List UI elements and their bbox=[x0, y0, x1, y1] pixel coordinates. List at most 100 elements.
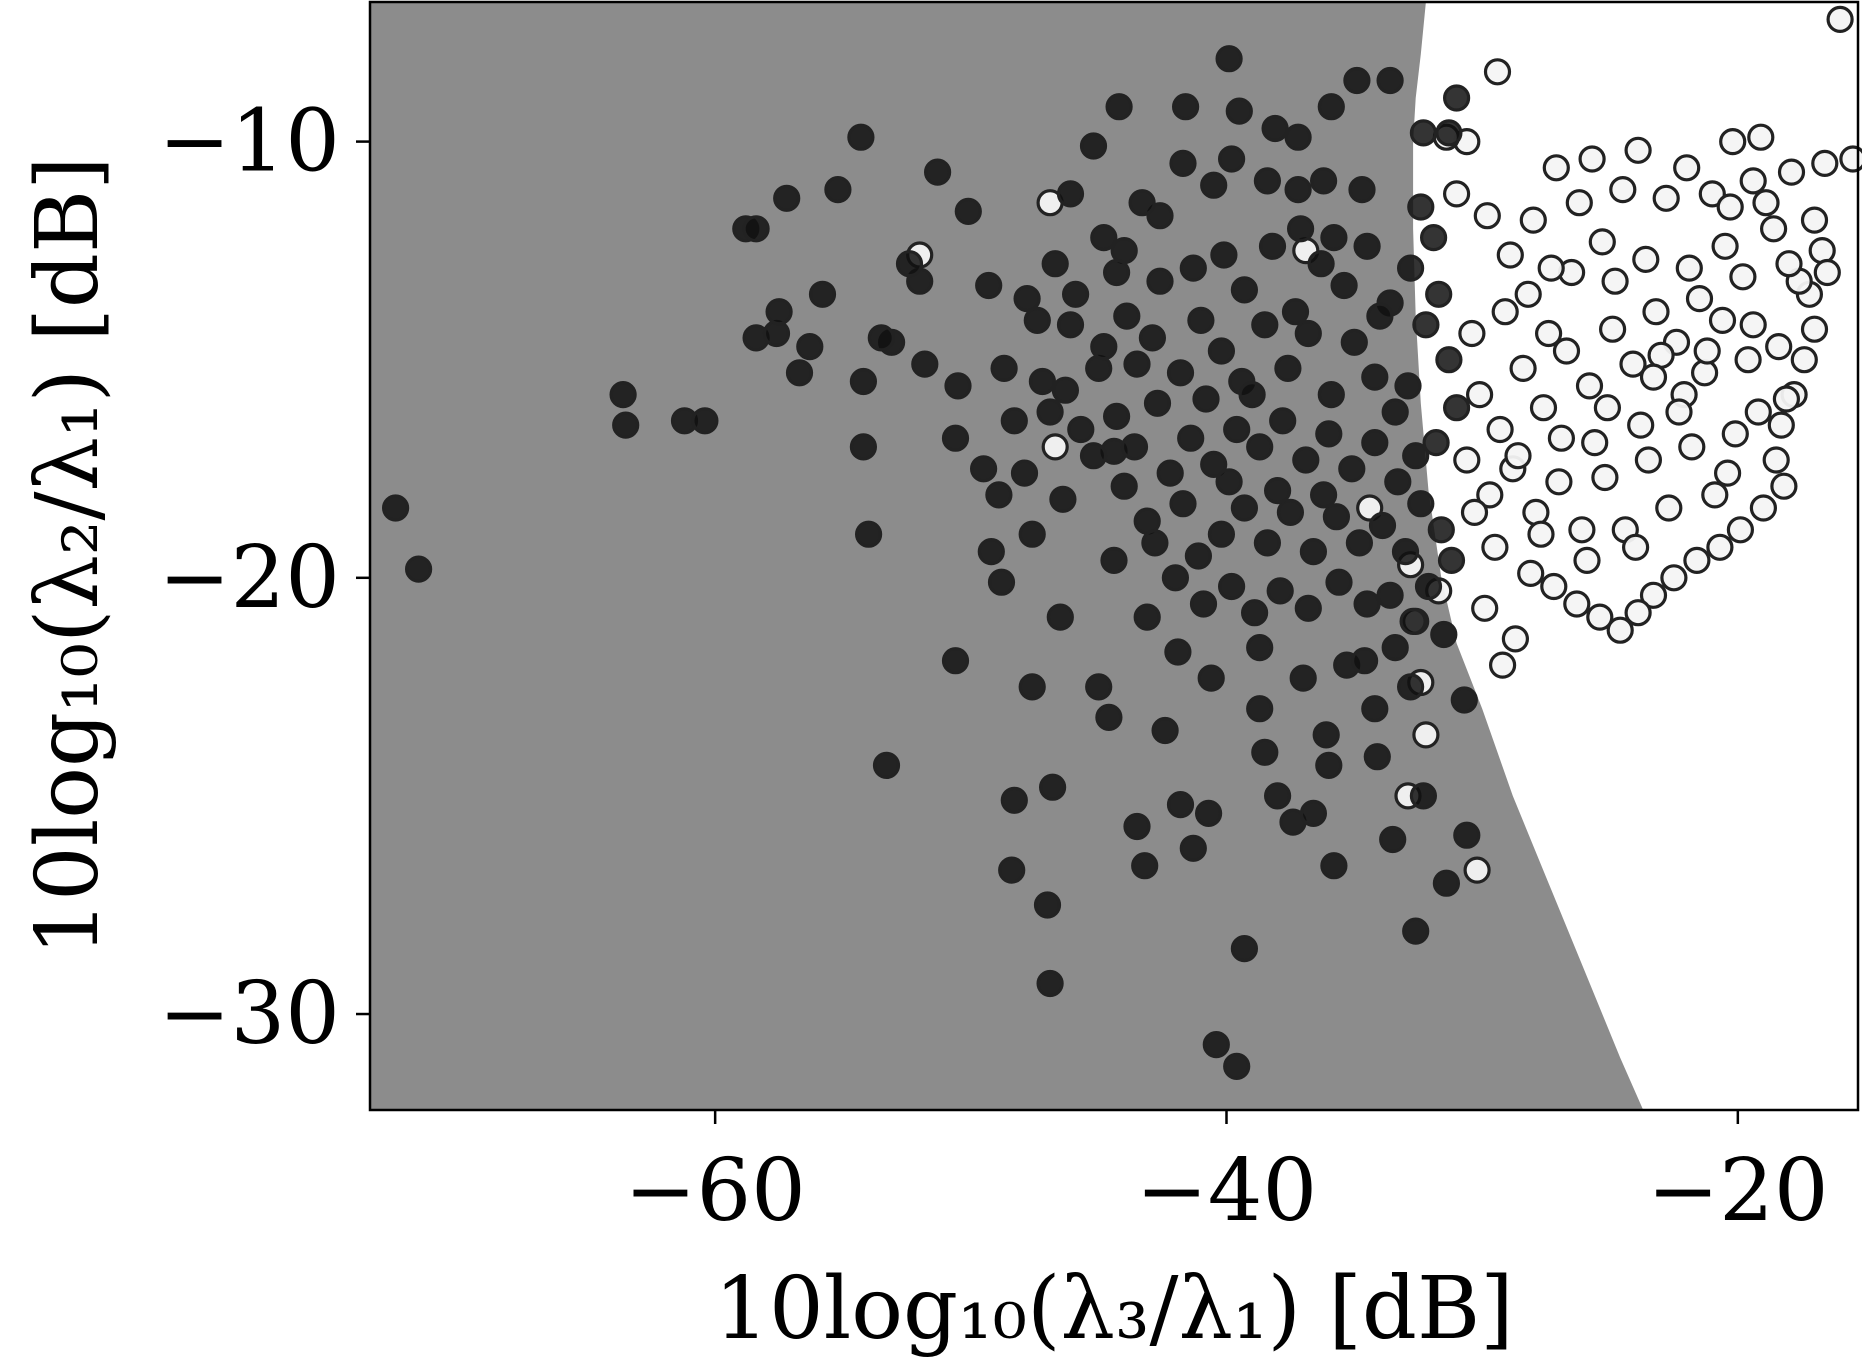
filled-point bbox=[1402, 442, 1430, 470]
filled-point bbox=[1246, 433, 1274, 461]
hollow-point bbox=[1759, 215, 1788, 243]
filled-point bbox=[1361, 695, 1389, 723]
filled-point bbox=[1379, 825, 1407, 854]
hollow-point bbox=[1690, 359, 1719, 387]
filled-point bbox=[765, 298, 793, 326]
filled-point bbox=[1353, 232, 1381, 260]
hollow-point bbox=[1519, 206, 1547, 234]
filled-point bbox=[1177, 424, 1205, 452]
filled-point bbox=[1120, 433, 1149, 461]
filled-point bbox=[1317, 381, 1345, 409]
filled-point bbox=[1253, 529, 1282, 557]
hollow-point bbox=[1568, 516, 1596, 544]
filled-point bbox=[691, 407, 719, 435]
hollow-point bbox=[1552, 337, 1581, 365]
hollow-point bbox=[1460, 498, 1489, 527]
filled-point bbox=[1200, 171, 1228, 199]
filled-point bbox=[742, 215, 770, 243]
filled-point bbox=[1169, 490, 1197, 518]
filled-point bbox=[1325, 568, 1353, 596]
filled-point bbox=[941, 647, 970, 675]
hollow-point bbox=[1534, 319, 1563, 348]
hollow-point bbox=[1463, 856, 1491, 884]
filled-point bbox=[1442, 84, 1471, 112]
hollow-point bbox=[1501, 625, 1530, 653]
hollow-point bbox=[1739, 167, 1767, 195]
x-axis-label: 10log₁₀(λ₃/λ₁) [dB] bbox=[714, 1259, 1513, 1359]
hollow-point bbox=[1514, 280, 1542, 308]
hollow-point bbox=[1575, 372, 1604, 400]
filled-point bbox=[867, 324, 895, 352]
hollow-point bbox=[1839, 145, 1862, 173]
filled-point bbox=[1322, 503, 1351, 531]
filled-point bbox=[1202, 1030, 1230, 1059]
filled-point bbox=[1320, 224, 1348, 252]
filled-point bbox=[1396, 254, 1425, 282]
filled-point bbox=[1317, 93, 1345, 121]
filled-point bbox=[773, 184, 801, 212]
hollow-point bbox=[1465, 381, 1494, 409]
hollow-point bbox=[1581, 429, 1609, 457]
filled-point bbox=[1000, 786, 1028, 814]
filled-point bbox=[1217, 572, 1246, 601]
hollow-point bbox=[1752, 189, 1780, 217]
hollow-point bbox=[1540, 572, 1568, 601]
filled-point bbox=[1179, 834, 1207, 862]
filled-point bbox=[1281, 298, 1310, 326]
hollow-point bbox=[1598, 315, 1627, 343]
filled-point bbox=[1197, 664, 1225, 692]
filled-point bbox=[1090, 333, 1118, 361]
filled-point bbox=[1422, 429, 1450, 457]
hollow-point bbox=[1652, 184, 1680, 212]
hollow-point bbox=[1591, 463, 1619, 492]
filled-point-series bbox=[382, 45, 1481, 1081]
filled-point bbox=[1269, 407, 1297, 435]
filled-point bbox=[1376, 66, 1404, 95]
filled-point bbox=[1171, 93, 1200, 121]
filled-point bbox=[1315, 751, 1343, 780]
filled-point bbox=[1184, 542, 1213, 570]
filled-point bbox=[1274, 354, 1302, 382]
filled-point bbox=[1427, 516, 1455, 544]
filled-point bbox=[1230, 276, 1259, 304]
hollow-point bbox=[1721, 420, 1749, 448]
hollow-point bbox=[1509, 354, 1537, 382]
filled-point bbox=[1146, 202, 1174, 230]
filled-point bbox=[854, 520, 883, 548]
filled-point bbox=[1000, 407, 1028, 435]
filled-point bbox=[1049, 485, 1077, 513]
y-tick-label: −20 bbox=[159, 528, 341, 628]
filled-point bbox=[1079, 132, 1108, 160]
x-tick-label: −20 bbox=[1647, 1141, 1829, 1241]
filled-point bbox=[1338, 455, 1366, 483]
filled-point bbox=[1110, 472, 1138, 500]
filled-point bbox=[1435, 346, 1463, 374]
filled-point bbox=[1215, 45, 1243, 73]
filled-point bbox=[1067, 415, 1095, 444]
hollow-point bbox=[1790, 346, 1818, 374]
filled-point bbox=[1425, 280, 1453, 308]
hollow-point bbox=[1747, 123, 1775, 151]
filled-point bbox=[1192, 385, 1220, 413]
filled-point bbox=[1309, 167, 1338, 195]
x-tick-label: −60 bbox=[624, 1141, 806, 1241]
hollow-point bbox=[1483, 58, 1512, 86]
hollow-point bbox=[1545, 468, 1573, 496]
filled-point bbox=[1286, 215, 1315, 243]
hollow-point bbox=[1767, 411, 1795, 439]
filled-point bbox=[1018, 673, 1046, 701]
filled-point bbox=[1340, 328, 1368, 356]
filled-point bbox=[847, 123, 875, 151]
filled-point bbox=[1033, 891, 1062, 919]
hollow-point bbox=[1593, 394, 1622, 422]
hollow-point bbox=[1609, 176, 1637, 204]
hollow-point bbox=[1453, 446, 1481, 474]
filled-point bbox=[1366, 302, 1394, 330]
hollow-point bbox=[1486, 415, 1514, 444]
hollow-point bbox=[1624, 599, 1652, 627]
filled-point bbox=[1399, 607, 1427, 636]
filled-point bbox=[1330, 271, 1358, 300]
filled-point bbox=[1396, 673, 1425, 701]
hollow-point bbox=[1481, 533, 1509, 561]
